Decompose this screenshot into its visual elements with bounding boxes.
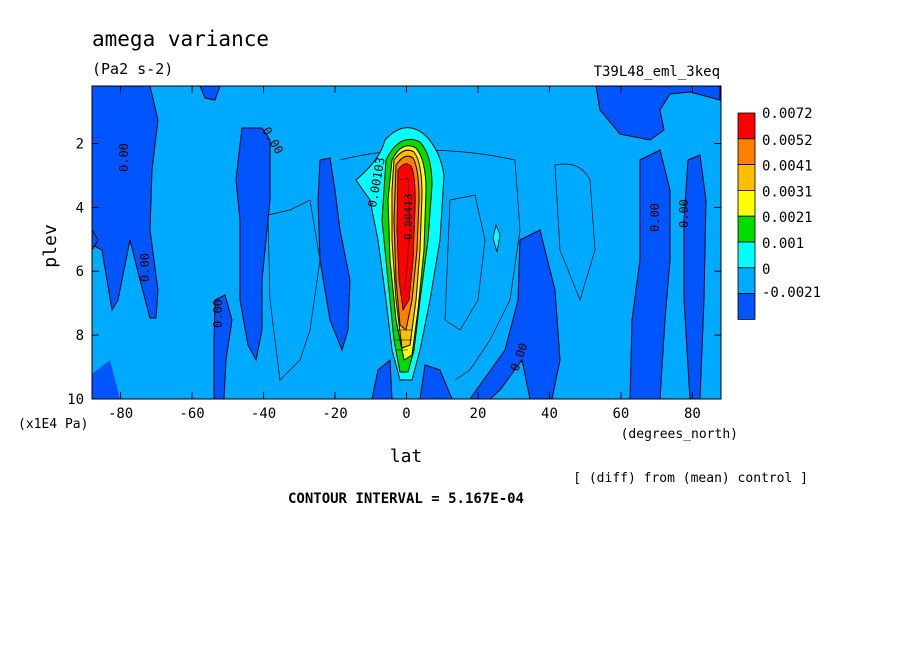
colorbar-label: 0.0021 (762, 210, 813, 226)
contour-label: 0.00 (677, 199, 691, 228)
x-tick-label: 40 (541, 406, 558, 422)
contour-line-sw (267, 199, 321, 381)
contour-line-inner (444, 194, 486, 331)
negative-region-sw (92, 360, 120, 399)
contour-fills (92, 86, 721, 399)
colorbar-label: 0.0041 (762, 159, 813, 175)
y-axis-label: plev (40, 224, 61, 267)
contour-label: 0.00 (648, 203, 662, 232)
chart-title: amega variance (92, 27, 269, 51)
contour-line-east (554, 163, 596, 302)
colorbar-swatch (737, 293, 756, 320)
contour-interval: CONTOUR INTERVAL = 5.167E-04 (288, 491, 524, 507)
negative-region-30n (469, 229, 561, 399)
run-label: T39L48_eml_3keq (594, 64, 720, 80)
y-tick-label: 4 (76, 200, 84, 216)
x-axis: -80 -60 -40 -20 0 20 40 60 80 (108, 86, 701, 422)
negative-region-eq-right (419, 364, 453, 399)
contour-label: 0.00 (117, 143, 131, 172)
negative-region-70n (629, 149, 671, 399)
negative-region-80n (683, 154, 707, 399)
colorbar-label: 0 (762, 262, 770, 278)
x-tick-label: -20 (322, 406, 347, 422)
contour-label: 0.00413 (402, 194, 415, 240)
colorbar-swatch (737, 189, 756, 217)
y-tick-label: 6 (76, 264, 84, 280)
colorbar-swatch (737, 267, 756, 294)
negative-region-edge (92, 229, 99, 251)
colorbar-label: 0.0031 (762, 184, 813, 200)
contour-label: 0.00 (211, 299, 225, 328)
cyan-spot-25n (492, 223, 501, 253)
x-tick-label: -40 (251, 406, 276, 422)
x-tick-label: 0 (402, 406, 410, 422)
colorbar-swatch (737, 138, 756, 166)
plume-red (396, 163, 416, 312)
x-tick-label: 60 (613, 406, 630, 422)
colorbar-swatch (737, 164, 756, 191)
colorbar-swatch (737, 112, 756, 140)
colorbar-label: 0.001 (762, 236, 804, 252)
y-axis: 2 4 6 8 10 (67, 136, 721, 408)
plume-inner-line-2 (394, 329, 412, 351)
y-tick-label: 8 (76, 328, 84, 344)
colorbar-label: 0.0072 (762, 106, 813, 122)
negative-region-west (92, 86, 159, 319)
footer-note: [ (diff) from (mean) control ] (573, 471, 808, 486)
x-tick-label: -80 (108, 406, 133, 422)
colorbar-label: -0.0021 (762, 285, 821, 301)
y-tick-label: 2 (76, 136, 84, 152)
colorbar-swatch (737, 215, 756, 243)
negative-region-ne (595, 86, 721, 141)
colorbar-swatch (737, 241, 756, 269)
y-axis-units: (x1E4 Pa) (18, 417, 88, 432)
negative-region-40s (235, 127, 271, 362)
y-tick-label: 10 (67, 392, 84, 408)
negative-region-25s (317, 157, 351, 352)
x-tick-label: -60 (179, 406, 204, 422)
contour-label: 0.00 (138, 253, 152, 282)
colorbar-label: 0.0052 (762, 133, 813, 149)
x-axis-label: lat (390, 446, 423, 467)
negative-region-eq-left (371, 358, 393, 399)
chart-units: (Pa2 s-2) (92, 60, 173, 78)
negative-region-top (199, 86, 221, 101)
colorbar: 0.0072 0.0052 0.0041 0.0031 0.0021 0.001 0 -0.0… (737, 106, 821, 320)
negative-region-55s (213, 294, 233, 399)
x-axis-units: (degrees_north) (621, 427, 738, 442)
plume-inner-line-1 (399, 177, 411, 291)
x-tick-label: 80 (684, 406, 701, 422)
x-tick-label: 20 (470, 406, 487, 422)
